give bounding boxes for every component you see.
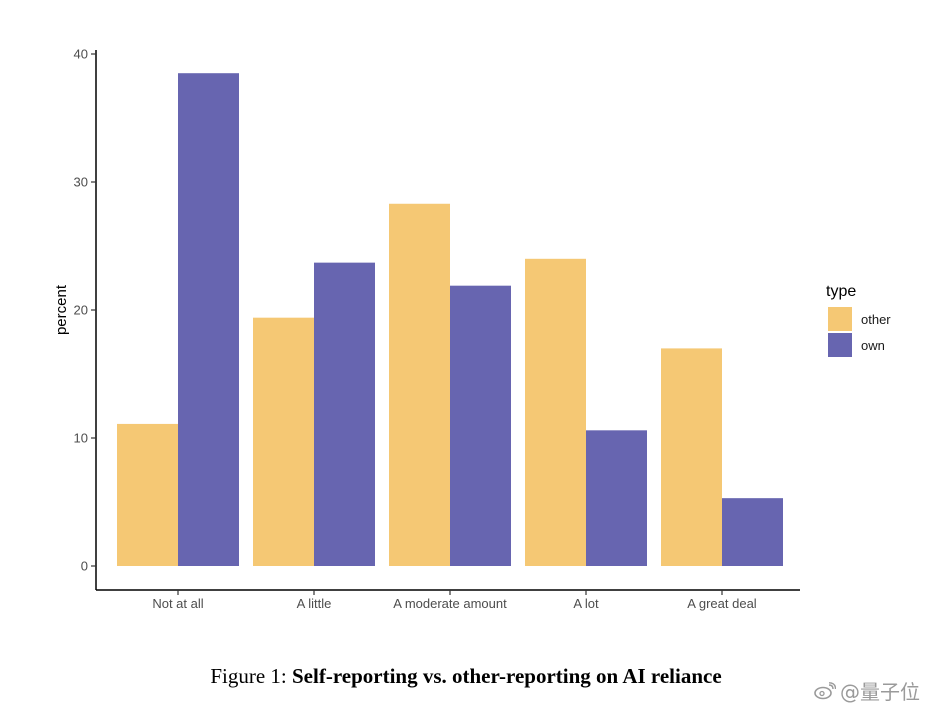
bar-other-2 [253,317,314,566]
x-tick-label: A lot [573,596,599,611]
legend-label-own: own [861,338,885,353]
bar-own-1 [178,73,239,566]
x-tick-label: A little [297,596,332,611]
y-tick-label: 10 [74,431,88,446]
x-tick-label: A great deal [687,596,756,611]
legend-title: type [826,283,856,300]
legend-key-other [828,307,852,331]
y-tick-label: 0 [81,559,88,574]
y-axis-title: percent [53,284,70,335]
bar-other-1 [117,423,178,566]
bars-group [117,73,783,566]
bar-own-3 [450,285,511,566]
watermark: @量子位 [814,676,920,705]
y-tick-label: 40 [74,47,88,62]
legend-key-own [828,333,852,357]
x-tick-label: A moderate amount [393,596,507,611]
axes-group [95,50,800,591]
legend-label-other: other [861,312,891,327]
caption-title: Self-reporting vs. other-reporting on AI… [292,664,722,688]
legend: type other own [826,283,891,357]
figure-caption: Figure 1: Self-reporting vs. other-repor… [0,664,932,689]
bar-own-2 [314,262,375,566]
weibo-icon [814,681,836,699]
caption-prefix: Figure 1: [210,664,287,688]
x-ticks-group: Not at all A little A moderate amount A lot… [152,590,757,611]
bar-other-3 [389,203,450,566]
y-ticks-group: 0 10 20 30 40 [74,47,96,574]
y-tick-label: 20 [74,303,88,318]
x-tick-label: Not at all [152,596,203,611]
watermark-text: @量子位 [840,680,920,704]
bar-other-5 [661,348,722,566]
bar-own-5 [722,498,783,566]
bar-own-4 [586,430,647,566]
y-tick-label: 30 [74,175,88,190]
bar-other-4 [525,258,586,566]
